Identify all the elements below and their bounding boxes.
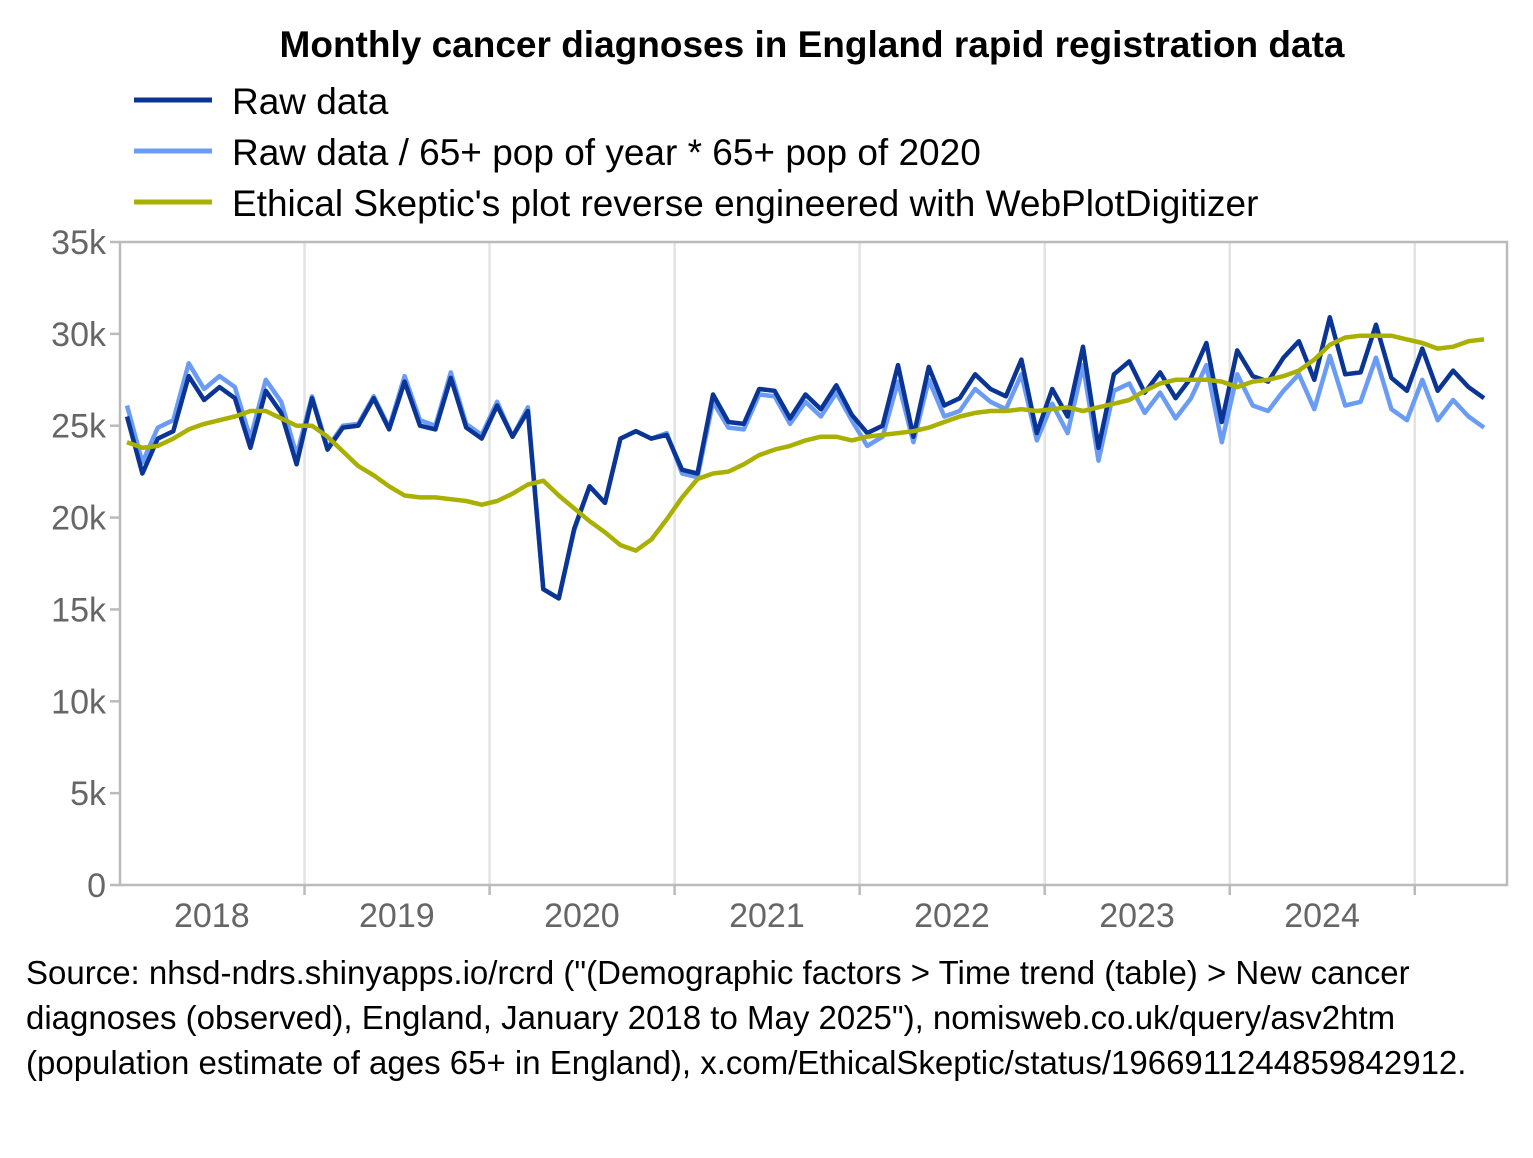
- x-tick-label: 2020: [544, 897, 620, 935]
- legend-item-skeptic: Ethical Skeptic's plot reverse engineere…: [134, 183, 1258, 224]
- y-tick-label: 20k: [51, 500, 107, 538]
- gridlines: [303, 242, 1417, 885]
- y-tick-label: 0: [87, 867, 106, 905]
- y-tick-label: 5k: [70, 775, 107, 813]
- x-tick-label: 2024: [1284, 897, 1360, 935]
- legend-item-adjusted: Raw data / 65+ pop of year * 65+ pop of …: [134, 132, 981, 173]
- x-tick-label: 2019: [359, 897, 435, 935]
- y-tick-label: 25k: [51, 408, 107, 446]
- y-axis: 0 5k 10k 15k 20k 25k 30k 35k: [51, 224, 120, 905]
- x-tick-label: 2022: [914, 897, 990, 935]
- legend: Raw data Raw data / 65+ pop of year * 65…: [134, 81, 1258, 224]
- y-tick-label: 30k: [51, 316, 107, 354]
- series-lines: [124, 315, 1486, 601]
- source-note: Source: nhsd-ndrs.shinyapps.io/rcrd ("(D…: [26, 954, 1467, 1081]
- legend-label-skeptic: Ethical Skeptic's plot reverse engineere…: [232, 183, 1258, 224]
- x-axis: 2018 2019 2020 2021 2022 2023 2024: [174, 885, 1417, 935]
- legend-item-raw: Raw data: [134, 81, 389, 122]
- legend-label-adjusted: Raw data / 65+ pop of year * 65+ pop of …: [232, 132, 981, 173]
- y-tick-label: 15k: [51, 591, 107, 629]
- legend-label-raw: Raw data: [232, 81, 389, 122]
- y-tick-label: 35k: [51, 224, 107, 262]
- chart-canvas: Monthly cancer diagnoses in England rapi…: [51, 24, 1509, 935]
- plot-frame: [118, 240, 1509, 887]
- series-line-skeptic: [126, 333, 1485, 553]
- x-tick-label: 2021: [729, 897, 805, 935]
- x-tick-label: 2018: [174, 897, 250, 935]
- x-tick-label: 2023: [1099, 897, 1175, 935]
- series-line-raw: [124, 315, 1486, 601]
- chart-title: Monthly cancer diagnoses in England rapi…: [280, 24, 1345, 65]
- y-tick-label: 10k: [51, 683, 107, 721]
